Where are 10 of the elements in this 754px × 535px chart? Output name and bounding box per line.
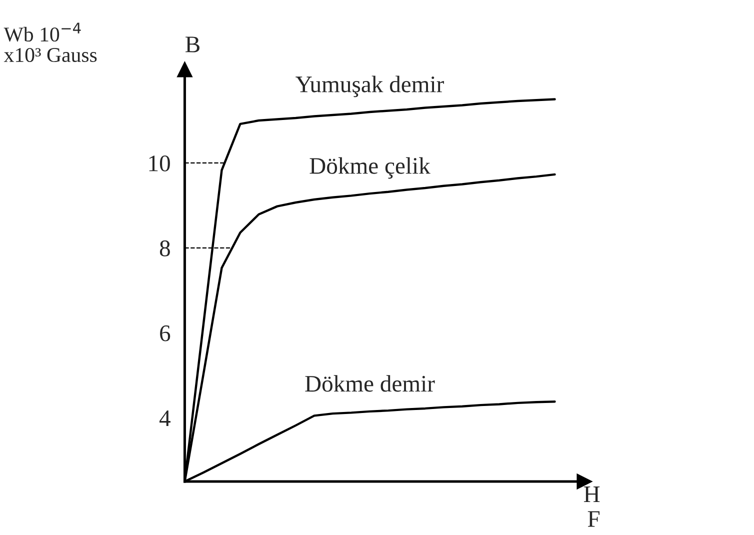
- text: Wb 10$^{−4}$ x10³ Gauss: [4, 22, 97, 62]
- y-axis-title: B: [186, 36, 200, 52]
- y-tick-label: 8: [160, 240, 170, 256]
- series-label: Dökme demir: [305, 375, 435, 392]
- x-axis-title: H F: [584, 486, 600, 527]
- y-tick-label: 10: [149, 155, 170, 172]
- series-label: Dökme çelik: [310, 157, 430, 179]
- y-tick-label: 6: [160, 325, 170, 342]
- series-label: Yumuşak demir: [296, 76, 444, 98]
- y-tick-label: 4: [159, 410, 170, 426]
